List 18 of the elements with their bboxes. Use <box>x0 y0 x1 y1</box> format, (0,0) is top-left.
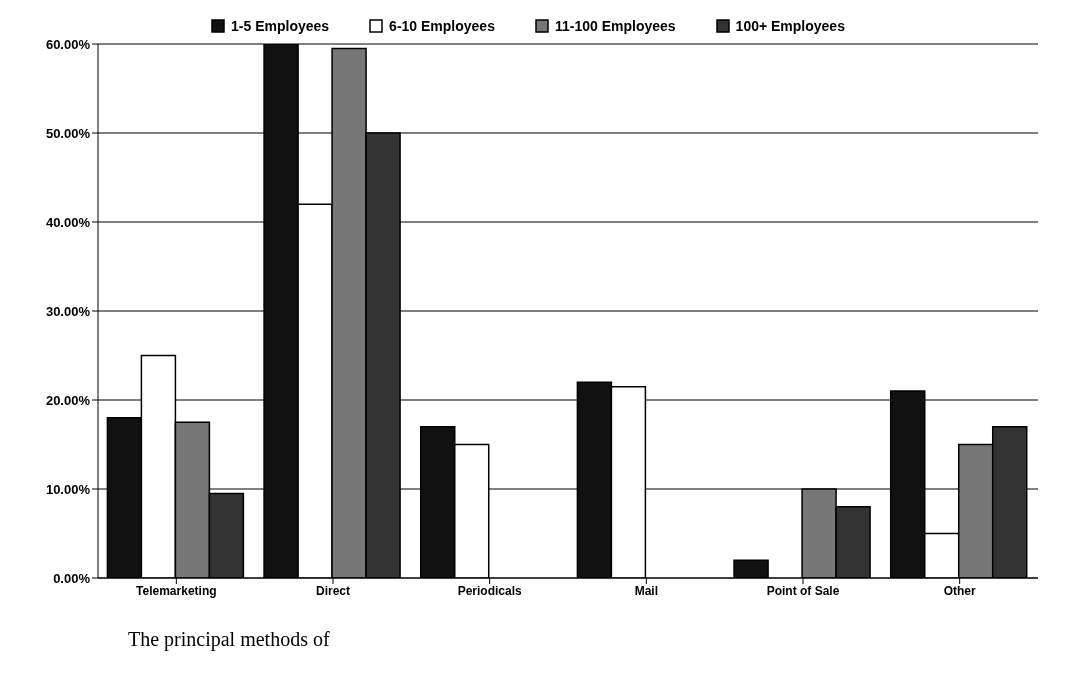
x-tick-label: Direct <box>315 583 351 598</box>
y-tick-label: 30.00% <box>45 303 91 319</box>
y-tick-label: 50.00% <box>45 125 91 141</box>
x-tick-label: Telemarketing <box>136 583 217 598</box>
x-tick-label: Point of Sale <box>766 583 840 598</box>
y-tick-label: 40.00% <box>45 214 91 230</box>
y-tick-label: 10.00% <box>45 481 91 497</box>
legend-label: 1-5 Employees <box>231 18 330 34</box>
legend-label: 100+ Employees <box>735 18 845 34</box>
x-tick-label: Mail <box>634 583 659 598</box>
y-tick-label: 0.00% <box>53 570 91 586</box>
y-tick-label: 20.00% <box>45 392 91 408</box>
y-tick-label: 60.00% <box>45 36 91 52</box>
text: The principal methods of <box>128 628 331 651</box>
x-tick-label: Periodicals <box>457 583 523 598</box>
legend-label: 11-100 Employees <box>554 18 676 34</box>
legend-label: 6-10 Employees <box>389 18 495 34</box>
x-tick-label: Other <box>943 583 976 598</box>
